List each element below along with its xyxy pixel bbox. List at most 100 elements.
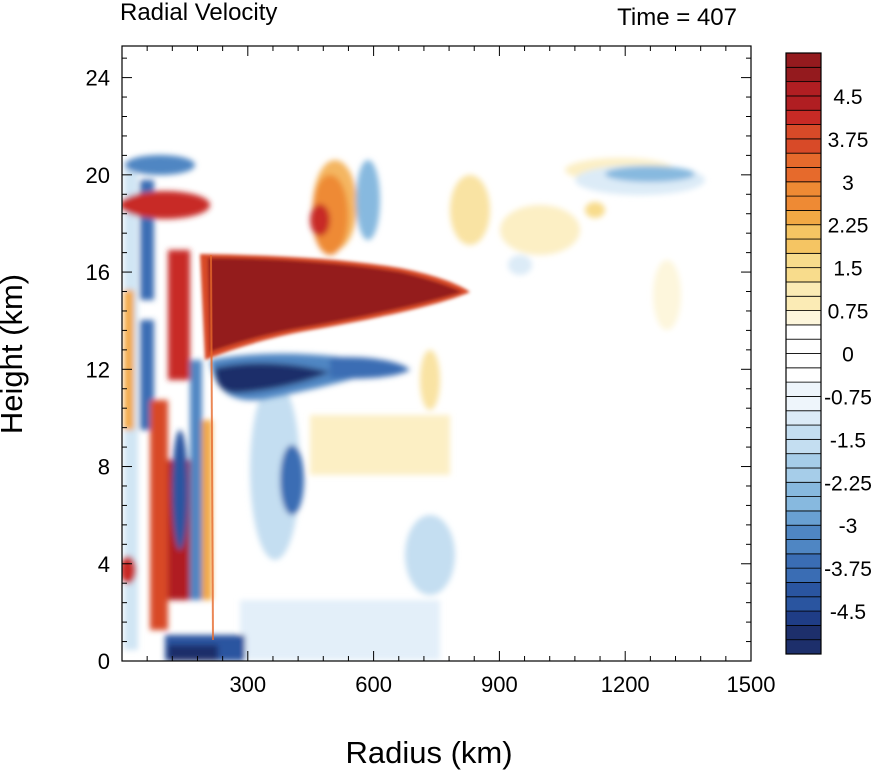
colorbar-label: 3.75 — [828, 129, 869, 152]
x-tick-label: 600 — [355, 672, 392, 697]
field-inflow-lobe — [356, 160, 380, 240]
field-outflow-jet-core — [208, 258, 462, 352]
y-tick-label: 8 — [98, 455, 110, 480]
colorbar-band — [785, 567, 822, 583]
title-right: Time = 407 — [617, 4, 737, 31]
colorbar-label: -0.75 — [824, 386, 872, 409]
y-tick-label: 24 — [86, 66, 110, 91]
y-tick-label: 20 — [86, 163, 110, 188]
y-ticks: 0 4 8 12 16 20 24 — [86, 57, 751, 674]
field-upper-inflow-band — [605, 166, 695, 182]
colorbar-band — [785, 410, 822, 426]
y-tick-label: 12 — [86, 357, 110, 382]
x-ticks: 300 600 900 1200 1500 — [146, 46, 776, 697]
colorbar-band — [785, 95, 822, 111]
field-weak-outflow-1 — [450, 175, 490, 245]
colorbar-band — [785, 295, 822, 311]
colorbar-band — [785, 610, 822, 626]
field-midlevel-outflow — [310, 415, 450, 475]
colorbar-band — [785, 524, 822, 540]
colorbar-band — [785, 310, 822, 326]
field-weak-inflow-3 — [508, 255, 532, 275]
colorbar-band — [785, 152, 822, 168]
field-weak-outflow-4 — [653, 260, 681, 330]
colorbar-label: 0.75 — [828, 301, 869, 324]
colorbar-labels: 4.5 3.75 3 2.25 1.5 0.75 0 -0.75 -1.5 -2.25 -3 -3.7… — [824, 86, 872, 624]
x-axis-title: Radius (km) — [345, 735, 512, 770]
colorbar-band — [785, 438, 822, 455]
plot-frame — [121, 45, 752, 662]
colorbar-band — [785, 467, 822, 483]
colorbar-band — [785, 210, 822, 226]
y-tick-label: 16 — [86, 260, 110, 285]
field-lowlevel-inflow — [240, 600, 440, 660]
colorbar-band — [785, 353, 822, 369]
field-inflow-layer-core — [215, 363, 330, 393]
colorbar-band — [785, 252, 822, 269]
x-tick-label: 900 — [481, 672, 518, 697]
colorbar-band — [785, 124, 822, 140]
colorbar-frame — [785, 52, 822, 655]
field-axis-band-9 — [202, 420, 212, 600]
colorbar-band — [785, 109, 822, 125]
colorbar-band — [785, 195, 822, 211]
colorbar-band — [785, 396, 822, 412]
field-eyewall-edge — [210, 254, 214, 641]
heatmap-field — [122, 155, 705, 661]
field-axis-band-6 — [168, 250, 190, 380]
colorbar-band — [785, 224, 822, 240]
field-inflow-column — [250, 380, 300, 560]
colorbar-band — [785, 52, 822, 68]
colorbar-band — [785, 453, 822, 469]
x-tick-label: 1500 — [727, 672, 776, 697]
colorbar-band — [785, 181, 822, 197]
colorbar-band — [785, 167, 822, 183]
colorbar-label: 4.5 — [833, 86, 862, 109]
colorbar-band — [785, 496, 822, 512]
y-tick-label: 4 — [98, 552, 110, 577]
x-tick-label: 1200 — [601, 672, 650, 697]
colorbar-label: 1.5 — [833, 258, 862, 281]
colorbar-label: -3 — [839, 515, 858, 538]
colorbar-band — [785, 367, 822, 383]
field-weak-outflow-2 — [500, 205, 580, 255]
field-axis-band-3 — [124, 290, 134, 430]
y-tick-label: 0 — [98, 649, 110, 674]
field-axis-inflow-top — [125, 155, 195, 175]
colorbar-label: -3.75 — [824, 558, 872, 581]
field-axis-band-8 — [190, 360, 202, 600]
colorbar-label: 0 — [842, 344, 854, 367]
colorbar-label: 3 — [842, 172, 854, 195]
field-outflow-lobe-core — [310, 204, 330, 236]
colorbar-band — [785, 639, 822, 655]
colorbar — [785, 52, 822, 655]
colorbar-label: -2.25 — [824, 472, 872, 495]
colorbar-band — [785, 553, 822, 569]
y-axis-title: Height (km) — [0, 274, 29, 434]
colorbar-band — [785, 324, 822, 340]
field-weak-inflow-2 — [585, 202, 605, 218]
colorbar-label: -1.5 — [830, 429, 866, 452]
colorbar-band — [785, 510, 822, 526]
colorbar-band — [785, 338, 822, 354]
colorbar-band — [785, 539, 822, 555]
field-axis-band-5 — [150, 400, 168, 630]
field-axis-outflow-left — [122, 556, 136, 584]
colorbar-label: -4.5 — [830, 601, 866, 624]
colorbar-band — [785, 481, 822, 497]
colorbar-band — [785, 66, 822, 83]
field-midlevel-inflow — [405, 515, 455, 595]
field-axis-outflow-top — [122, 191, 210, 219]
title-left: Radial Velocity — [120, 0, 277, 26]
x-tick-label: 300 — [229, 672, 266, 697]
colorbar-band — [785, 596, 822, 612]
colorbar-band — [785, 138, 822, 154]
colorbar-band — [785, 267, 822, 283]
field-outflow-patch — [420, 350, 440, 410]
colorbar-band — [785, 381, 822, 397]
colorbar-band — [785, 281, 822, 297]
colorbar-band — [785, 238, 822, 254]
colorbar-band — [785, 81, 822, 97]
colorbar-label: 2.25 — [828, 215, 869, 238]
